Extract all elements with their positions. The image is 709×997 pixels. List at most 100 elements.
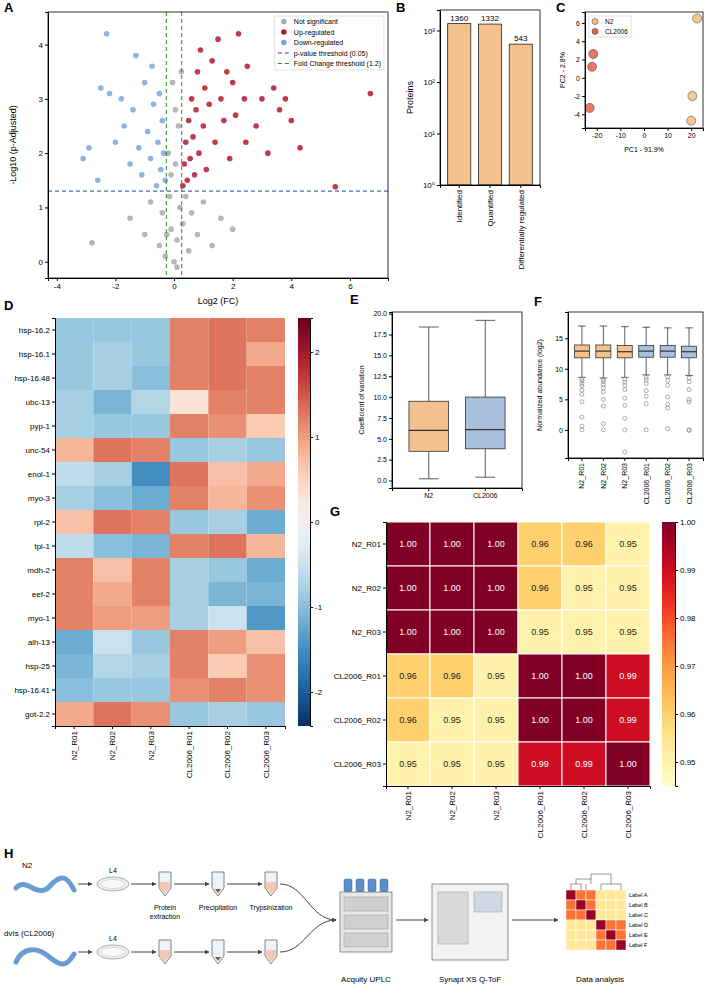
median: [682, 351, 697, 352]
tick: CL2006_R03: [334, 760, 386, 769]
plot-area: [448, 24, 533, 185]
thumbnail-cell: [586, 940, 596, 950]
cell: [208, 414, 246, 438]
cell: [55, 534, 93, 558]
legend-marker: [592, 29, 598, 35]
threshold-line: [48, 191, 388, 192]
tick-label: CL2006_R02: [580, 790, 589, 838]
median: [660, 350, 675, 351]
arrow: [131, 884, 156, 885]
tick-label: CL2006_R02: [223, 730, 232, 778]
thumbnail-cell: [576, 900, 586, 910]
legend-label: CL2006: [605, 28, 628, 35]
tick: 0.96: [675, 710, 696, 719]
arrow: [227, 884, 262, 885]
thumbnail-cell: [586, 910, 596, 920]
tick-label: mdh-2: [27, 566, 50, 575]
cell-label: 0.95: [399, 759, 417, 769]
tick-mark: [112, 726, 113, 729]
legend-marker: [281, 29, 287, 35]
data-label: 1360: [450, 14, 468, 23]
tick-label: rpl-2: [34, 518, 51, 527]
point: [80, 156, 86, 162]
tick: 0: [310, 518, 320, 527]
tick-label: N2_R01: [70, 730, 79, 760]
frame: [440, 10, 540, 185]
cell-label: 0.95: [531, 627, 549, 637]
cell: [562, 522, 606, 566]
point: [192, 172, 198, 178]
cell: [93, 318, 131, 342]
legend-label: Not significant: [294, 18, 338, 26]
cell: [170, 318, 208, 342]
point: [198, 47, 204, 53]
cell-label: 0.95: [575, 627, 593, 637]
outlier: [644, 381, 648, 385]
tick: CL2006_R03: [262, 726, 271, 778]
instrument-module: [344, 915, 388, 929]
thumbnail-cell: [576, 930, 586, 940]
point: [230, 80, 236, 86]
tick: 17.5: [373, 331, 392, 338]
point: [136, 145, 142, 151]
arrow: [512, 920, 558, 921]
tick: 5: [559, 396, 568, 403]
tick: 10²: [423, 78, 440, 87]
outlier: [580, 415, 584, 419]
cell-label: 0.95: [487, 759, 505, 769]
tick-mark: [452, 786, 453, 789]
tick-label: CL2006_R01: [185, 730, 194, 778]
cell-label: 0.99: [531, 759, 549, 769]
thumbnail-cell: [596, 930, 606, 940]
strain-label: dvIs (CL2006): [4, 929, 55, 938]
tick: N2_R02: [108, 726, 117, 760]
tick-label: 5.0: [377, 436, 387, 443]
cell: [170, 558, 208, 582]
tick: 20: [688, 128, 696, 139]
cell: [474, 654, 518, 698]
axis: -2-1012: [310, 319, 323, 727]
tick: CL2006_R02: [580, 786, 589, 838]
cap-high: [642, 327, 650, 328]
tick: 0: [559, 427, 568, 434]
outlier: [580, 384, 584, 388]
tick-mark: [52, 378, 55, 379]
point: [196, 150, 202, 156]
axis-line: [49, 279, 389, 282]
cell: [474, 566, 518, 610]
tick-mark: [582, 114, 585, 115]
tick-label: 17.5: [373, 331, 387, 338]
tick: eef-2: [32, 590, 55, 599]
tick-label: 4: [290, 282, 295, 291]
tick-label: 2: [315, 348, 320, 357]
tube-content: [215, 957, 221, 961]
tick-mark: [52, 402, 55, 403]
point: [230, 226, 236, 232]
thumbnail-label: Label D: [629, 922, 648, 928]
tick: 6: [348, 278, 353, 291]
plate: [97, 945, 129, 959]
point: [202, 85, 208, 91]
tick-label: CL2006_R02: [664, 463, 672, 504]
cell-label: 1.00: [575, 715, 593, 725]
tick-mark: [45, 262, 48, 263]
cell-label: 0.99: [619, 671, 637, 681]
tick: 4: [290, 278, 295, 291]
tick-mark: [52, 666, 55, 667]
tick-mark: [389, 460, 392, 461]
axis-line: [311, 319, 314, 727]
tick-mark: [675, 714, 678, 715]
tick-label: CL2006_R01: [643, 463, 651, 504]
whisker-high: [485, 320, 486, 397]
point: [174, 237, 180, 243]
cell-label: 1.00: [399, 539, 417, 549]
cell-label: 1.00: [399, 583, 417, 593]
tube-content: [160, 950, 170, 962]
legend-marker: [592, 19, 598, 25]
cell: [170, 366, 208, 390]
outlier: [687, 380, 691, 384]
strain-label: N2: [22, 861, 33, 870]
tick-label: 20: [688, 132, 696, 139]
tick-mark: [57, 278, 58, 281]
tick: CL2006_R02: [664, 458, 672, 504]
